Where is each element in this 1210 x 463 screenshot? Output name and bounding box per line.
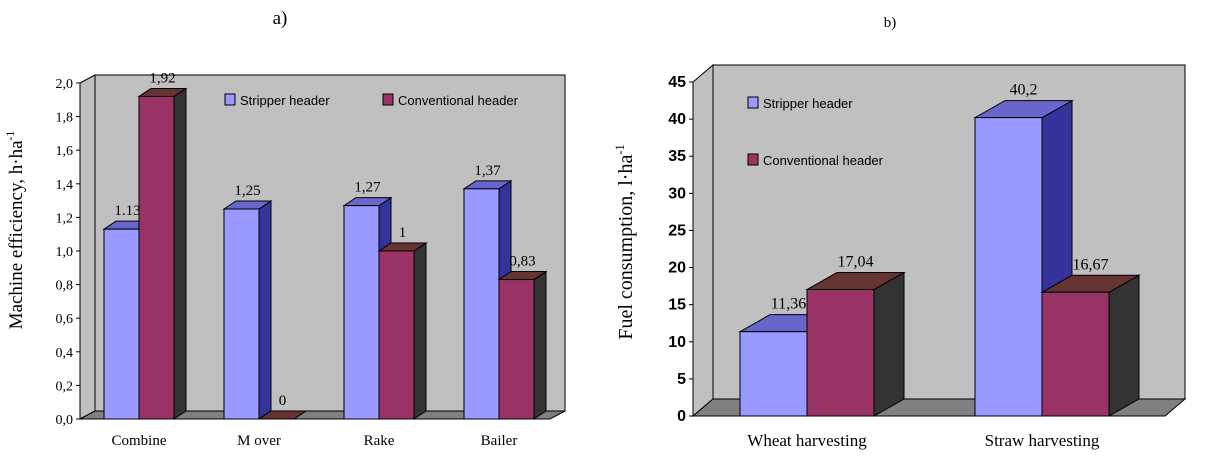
y-tick-label: 10 bbox=[668, 334, 686, 351]
data-label: 0 bbox=[279, 393, 287, 409]
legend-swatch bbox=[382, 93, 394, 106]
y-tick-label: 30 bbox=[668, 185, 686, 202]
y-tick-label: 0,4 bbox=[56, 346, 74, 361]
y-tick-label: 0,2 bbox=[56, 379, 74, 394]
legend-label: Conventional header bbox=[398, 93, 519, 108]
y-tick-label: 0 bbox=[677, 408, 686, 425]
x-tick-label: Combine bbox=[112, 433, 167, 449]
chart-b-fuel-consumption: 0 5 10 15 20 25 30 35 40 45 11,36 17,04 Wheat harves… bbox=[613, 15, 1187, 450]
y-tick-label: 25 bbox=[668, 222, 686, 239]
y-tick-label: 40 bbox=[668, 111, 686, 128]
legend-label: Stripper header bbox=[763, 96, 853, 111]
y-tick-label: 1,6 bbox=[56, 144, 74, 159]
y-tick-label: 1,8 bbox=[56, 111, 74, 126]
x-tick-label: Wheat harvesting bbox=[747, 431, 867, 450]
legend-swatch bbox=[747, 96, 759, 109]
bar-conventional-1 bbox=[257, 410, 308, 420]
x-tick-label: Straw harvesting bbox=[985, 431, 1100, 450]
data-label: 1.13 bbox=[114, 203, 140, 219]
y-tick-label: 1,2 bbox=[56, 211, 74, 226]
data-label: 1,25 bbox=[234, 183, 260, 199]
x-tick-label: M over bbox=[237, 433, 281, 449]
y-tick-label: 2,0 bbox=[56, 77, 74, 92]
legend-swatch bbox=[747, 153, 759, 166]
y-axis-title: Machine efficiency, h·ha-1 bbox=[4, 131, 27, 330]
panel-label: b) bbox=[884, 15, 897, 31]
data-label: 1,92 bbox=[149, 70, 175, 86]
y-tick-label: 1,4 bbox=[56, 178, 74, 193]
y-tick-label: 0,6 bbox=[56, 312, 74, 327]
data-label: 1,27 bbox=[354, 180, 381, 196]
y-tick-label: 1,0 bbox=[56, 245, 74, 260]
chart-a-machine-efficiency: 0,0 0,2 0,4 0,6 0,8 1,0 1,2 1,4 1,6 1,8 2,0 1.13 1,9… bbox=[4, 8, 566, 449]
data-label: 17,04 bbox=[838, 254, 874, 271]
x-tick-label: Rake bbox=[364, 433, 395, 449]
y-tick-label: 15 bbox=[668, 297, 686, 314]
legend-label: Conventional header bbox=[763, 153, 884, 168]
y-tick-label: 20 bbox=[668, 260, 686, 277]
y-tick-label: 35 bbox=[668, 148, 686, 165]
side-wall bbox=[79, 74, 96, 420]
y-axis-title: Fuel consumption, l·ha-1 bbox=[613, 144, 637, 339]
bar-conventional-1 bbox=[1040, 274, 1141, 417]
data-label: 0,83 bbox=[509, 254, 535, 270]
bar-conventional-0 bbox=[137, 87, 188, 420]
bar-stripper-1 bbox=[222, 200, 273, 420]
bar-conventional-0 bbox=[805, 271, 906, 417]
side-wall bbox=[692, 63, 714, 418]
data-label: 11,36 bbox=[771, 296, 806, 313]
data-label: 40,2 bbox=[1010, 82, 1038, 99]
x-tick-label: Bailer bbox=[481, 433, 518, 449]
data-label: 1,37 bbox=[474, 163, 501, 179]
data-label: 1 bbox=[399, 225, 407, 241]
panel-label: a) bbox=[273, 8, 288, 29]
y-tick-label: 0,0 bbox=[56, 413, 74, 428]
legend-swatch bbox=[224, 93, 236, 106]
bar-conventional-3 bbox=[497, 270, 548, 420]
data-label: 16,67 bbox=[1073, 256, 1109, 273]
y-tick-label: 5 bbox=[677, 371, 686, 388]
y-tick-label: 45 bbox=[668, 74, 686, 91]
y-tick-label: 0,8 bbox=[56, 279, 74, 294]
bar-conventional-2 bbox=[377, 242, 428, 420]
legend-label: Stripper header bbox=[240, 93, 330, 108]
